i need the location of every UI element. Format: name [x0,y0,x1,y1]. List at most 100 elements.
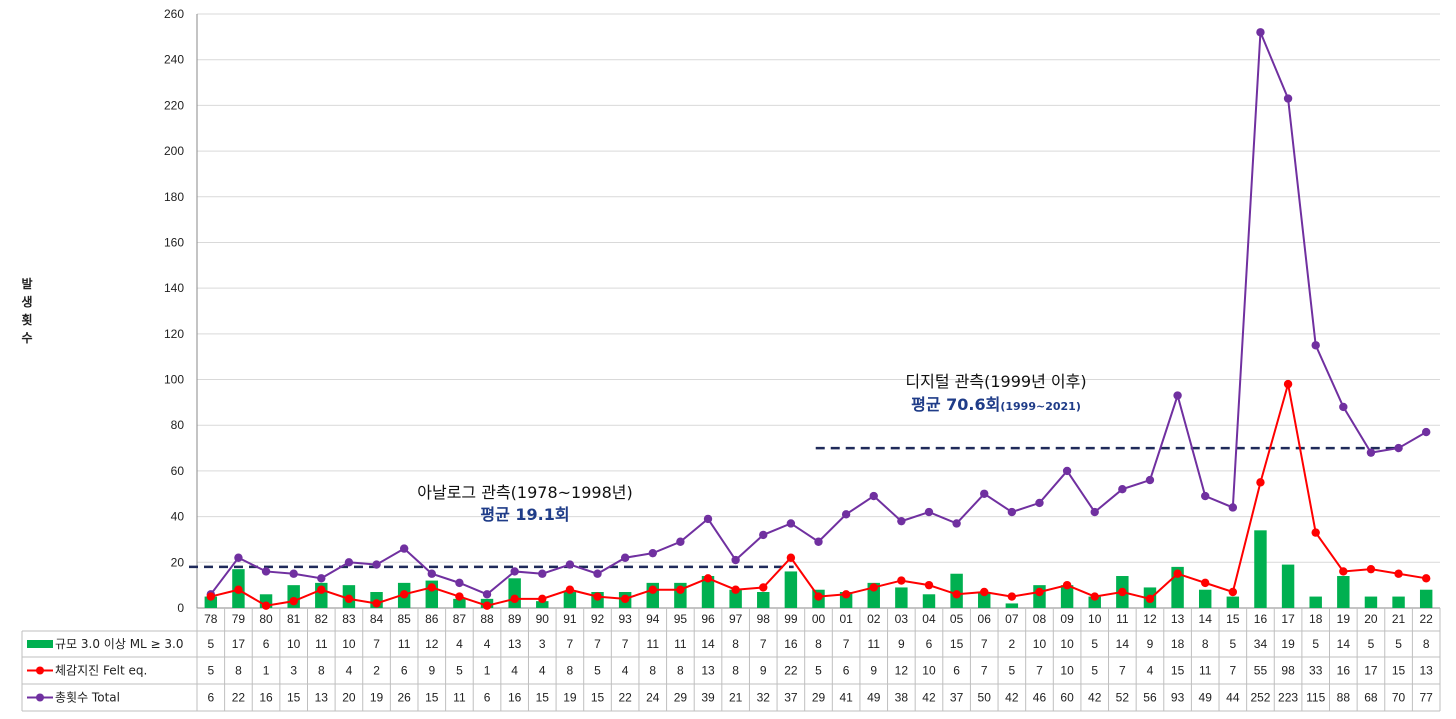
data-point [759,530,768,540]
bar [1392,596,1405,608]
data-point [841,510,851,519]
table-cell: 9 [760,664,767,678]
x-tick-label: 79 [232,612,246,626]
y-tick-label: 120 [164,327,184,341]
table-cell: 12 [895,664,909,678]
table-cell: 34 [1254,637,1268,651]
table-cell: 15 [591,691,605,705]
bar [1226,596,1240,608]
data-point [1366,564,1376,574]
x-tick-label: 04 [922,612,936,626]
data-point [703,514,713,524]
table-cell: 9 [1147,637,1154,651]
data-table: 78 79 80 81 82 83 84 85 86 87 88 89 90 91 92 93 94 95 96 97… [21,608,1441,712]
data-point [234,585,243,594]
analog-average: 평균 19.1회 [480,505,569,524]
data-point [841,590,851,599]
table-cell: 52 [1116,691,1130,705]
data-point [1090,507,1099,517]
x-tick-label: 16 [1254,612,1268,626]
data-point [1145,475,1155,485]
table-cell: 14 [1116,637,1130,651]
data-point [538,569,547,578]
table-cell: 9 [428,664,435,678]
x-tick-label: 22 [1420,612,1434,626]
data-point [703,574,713,583]
bar [453,598,466,608]
table-cell: 22 [618,691,632,705]
bar [784,571,798,608]
table-cell: 11 [315,637,328,651]
table-cell: 17 [1364,664,1378,678]
data-point [1394,569,1403,578]
table-cell: 4 [539,664,546,678]
table-cell: 42 [1005,691,1019,705]
x-tick-label: 91 [563,612,577,626]
table-cell: 22 [232,691,246,705]
table-cell: 4 [346,664,353,678]
table-cell: 93 [1171,691,1185,705]
table-cell: 1 [484,664,491,678]
table-cell: 6 [484,691,491,705]
x-tick-label: 82 [315,612,329,626]
legend-label: 체감지진 Felt eq. [55,664,147,678]
table-cell: 14 [701,637,715,651]
x-tick-label: 90 [536,612,550,626]
x-tick-label: 15 [1226,612,1240,626]
table-cell: 115 [1306,691,1325,705]
x-tick-label: 00 [812,612,826,626]
data-point [648,585,657,594]
table-cell: 42 [1088,691,1102,705]
table-cell: 8 [677,664,684,678]
bar [1337,576,1350,608]
x-tick-label: 11 [1116,612,1129,626]
data-point [1035,498,1044,508]
table-cell: 15 [425,691,439,705]
data-point [455,578,464,588]
data-point [538,594,547,604]
table-cell: 11 [1199,664,1212,678]
data-point [1339,402,1348,412]
y-tick-label: 80 [171,418,185,432]
data-point [731,585,740,594]
bar [1254,530,1267,608]
data-point [565,585,575,594]
data-point [372,560,381,569]
table-cell: 10 [1060,637,1074,651]
bar [1198,589,1212,608]
table-cell: 16 [259,691,273,705]
data-point [786,519,796,528]
table-cell: 4 [456,637,463,651]
bar [1419,589,1433,608]
table-cell: 3 [539,637,546,651]
table-cell: 60 [1060,691,1074,705]
table-cell: 8 [318,664,325,678]
table-cell: 42 [922,691,936,705]
table-cell: 11 [647,637,660,651]
table-cell: 11 [674,637,687,651]
table-cell: 5 [456,664,463,678]
table-cell: 37 [784,691,798,705]
y-tick-label: 200 [164,144,184,158]
table-cell: 21 [729,691,743,705]
table-cell: 24 [646,691,660,705]
table-cell: 5 [207,637,214,651]
bar [757,592,770,608]
table-cell: 6 [926,637,933,651]
table-cell: 29 [674,691,688,705]
bar [922,594,936,608]
table-cell: 8 [1202,637,1209,651]
x-tick-label: 95 [674,612,688,626]
table-cell: 7 [1229,664,1236,678]
x-tick-label: 81 [287,612,301,626]
data-point [1421,574,1431,583]
table-cell: 55 [1254,664,1268,678]
y-tick-label: 60 [171,464,185,478]
y-tick-label: 0 [177,601,184,615]
data-point [1201,491,1210,501]
x-tick-label: 80 [259,612,273,626]
data-point [234,553,243,562]
table-cell: 8 [235,664,242,678]
